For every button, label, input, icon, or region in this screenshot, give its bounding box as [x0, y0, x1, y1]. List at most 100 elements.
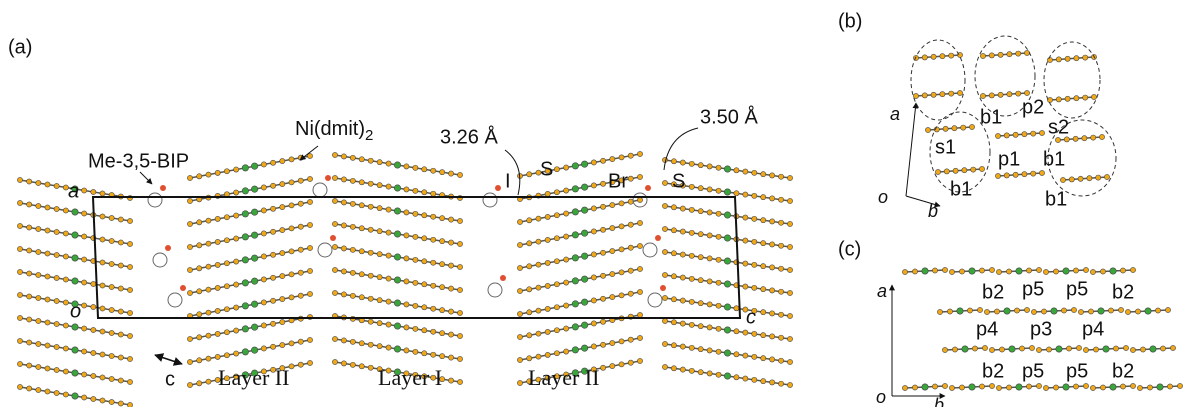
- atom: [91, 327, 96, 332]
- atom: [368, 273, 373, 278]
- atom: [377, 206, 382, 211]
- atom: [610, 248, 615, 253]
- atom: [610, 202, 615, 207]
- atom: [1135, 309, 1140, 314]
- atom: [662, 203, 667, 208]
- atom: [413, 165, 418, 170]
- atom: [778, 358, 783, 363]
- atom: [517, 357, 522, 362]
- atom: [127, 218, 132, 223]
- atom: [724, 189, 730, 195]
- atom: [716, 165, 721, 170]
- atom: [359, 341, 364, 346]
- atom: [969, 384, 975, 390]
- atom: [1053, 385, 1058, 390]
- atom: [251, 209, 257, 215]
- atom: [761, 218, 766, 223]
- atom: [527, 287, 532, 292]
- atom: [404, 302, 409, 307]
- atom: [298, 224, 303, 229]
- atom: [270, 206, 275, 211]
- atom: [600, 158, 605, 163]
- atom: [377, 252, 382, 257]
- atom: [1056, 346, 1062, 352]
- atom: [1073, 268, 1078, 273]
- contact-label: s1: [935, 136, 956, 158]
- atom: [517, 219, 522, 224]
- atom: [332, 244, 337, 249]
- atom: [261, 231, 266, 236]
- atom: [45, 297, 50, 302]
- atom: [91, 189, 96, 194]
- atom: [242, 349, 248, 355]
- atom: [743, 284, 748, 289]
- atom: [1100, 385, 1105, 390]
- atom: [127, 333, 132, 338]
- atom: [234, 190, 239, 195]
- atom: [778, 335, 783, 340]
- atom: [1009, 346, 1015, 352]
- atom: [778, 312, 783, 317]
- atom: [581, 299, 587, 305]
- atom: [280, 181, 285, 186]
- atom: [1091, 94, 1096, 99]
- atom: [600, 342, 605, 347]
- atom: [270, 183, 275, 188]
- atom: [600, 296, 605, 301]
- atom: [54, 275, 59, 280]
- atom: [1036, 267, 1041, 272]
- atom: [979, 384, 984, 389]
- axis-label: c: [746, 306, 756, 328]
- atom: [448, 217, 453, 222]
- atom: [619, 270, 624, 275]
- atom: [197, 335, 202, 340]
- atom: [972, 346, 977, 351]
- atom: [261, 185, 266, 190]
- atom: [600, 365, 605, 370]
- atom: [1043, 385, 1048, 390]
- atom: [724, 304, 730, 310]
- atom: [628, 291, 633, 296]
- atom: [932, 268, 937, 273]
- atom: [662, 249, 667, 254]
- atom: [27, 294, 32, 299]
- atom: [215, 170, 220, 175]
- atom: [413, 349, 418, 354]
- atom: [431, 283, 436, 288]
- atom: [404, 164, 409, 169]
- atom: [100, 237, 105, 242]
- atom: [261, 277, 266, 282]
- atom: [689, 207, 694, 212]
- atom: [1061, 308, 1066, 313]
- atom: [982, 345, 987, 350]
- atom: [662, 364, 667, 369]
- atom: [72, 370, 78, 376]
- atom: [298, 178, 303, 183]
- atom: [359, 203, 364, 208]
- atom: [289, 226, 294, 231]
- atom: [1074, 56, 1079, 61]
- atom: [707, 187, 712, 192]
- atom: [413, 303, 418, 308]
- atom: [517, 334, 522, 339]
- contact-label: p2: [1022, 96, 1044, 118]
- atom: [187, 198, 192, 203]
- atom: [422, 328, 427, 333]
- atom: [761, 241, 766, 246]
- atom: [1014, 308, 1019, 313]
- atom: [1013, 172, 1018, 177]
- atom: [1140, 347, 1145, 352]
- atom: [350, 247, 355, 252]
- atom: [1026, 384, 1031, 389]
- atom: [628, 153, 633, 158]
- atom: [689, 276, 694, 281]
- atom: [698, 324, 703, 329]
- atom: [118, 332, 123, 337]
- atom: [54, 229, 59, 234]
- atom: [27, 179, 32, 184]
- atom: [1145, 308, 1151, 314]
- atom: [54, 344, 59, 349]
- atom: [572, 324, 578, 330]
- atom: [770, 334, 775, 339]
- atom: [724, 166, 730, 172]
